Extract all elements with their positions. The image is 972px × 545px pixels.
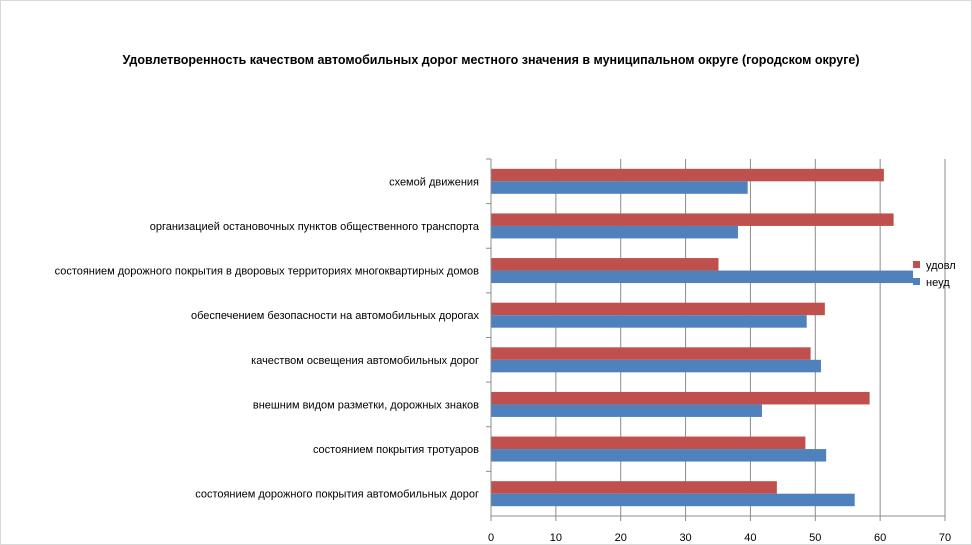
bar-neud xyxy=(491,449,827,462)
category-label: обеспечением безопасности на автомобильн… xyxy=(191,310,479,322)
bar-udovl xyxy=(491,258,719,271)
legend-swatch xyxy=(913,278,920,285)
bar-udovl xyxy=(491,168,884,182)
category-label: состоянием дорожного покрытия в дворовых… xyxy=(55,266,480,278)
x-tick-label: 40 xyxy=(744,532,756,544)
x-tick-label: 10 xyxy=(550,532,562,544)
x-tick-label: 0 xyxy=(488,532,494,544)
legend-label: неуд xyxy=(926,277,950,289)
bar-udovl xyxy=(491,391,870,405)
x-tick-label: 70 xyxy=(939,532,951,544)
category-label: схемой движения xyxy=(389,176,479,188)
bar-udovl xyxy=(491,436,806,450)
legend-swatch xyxy=(913,261,920,268)
category-label: внешним видом разметки, дорожных знаков xyxy=(253,399,479,411)
bar-neud xyxy=(491,181,748,194)
x-tick-label: 20 xyxy=(615,532,627,544)
bar-udovl xyxy=(491,213,894,226)
bar-udovl xyxy=(491,481,777,494)
x-tick-label: 30 xyxy=(679,532,691,544)
bar-neud xyxy=(491,225,738,239)
legend-label: удовл xyxy=(926,260,956,272)
bar-neud xyxy=(491,270,914,284)
bar-neud xyxy=(491,493,855,507)
bar-neud xyxy=(491,404,762,417)
bar-udovl xyxy=(491,302,825,316)
category-label: качеством освещения автомобильных дорог xyxy=(251,355,479,367)
category-label: состоянием покрытия тротуаров xyxy=(313,444,479,456)
bar-neud xyxy=(491,315,807,328)
category-label: состоянием дорожного покрытия автомобиль… xyxy=(195,489,479,501)
bar-neud xyxy=(491,359,821,373)
bar-udovl xyxy=(491,347,811,360)
chart-title: Удовлетворенность качеством автомобильны… xyxy=(122,53,859,67)
x-tick-label: 60 xyxy=(874,532,886,544)
category-label: организацией остановочных пунктов общест… xyxy=(150,221,480,233)
x-tick-label: 50 xyxy=(809,532,821,544)
